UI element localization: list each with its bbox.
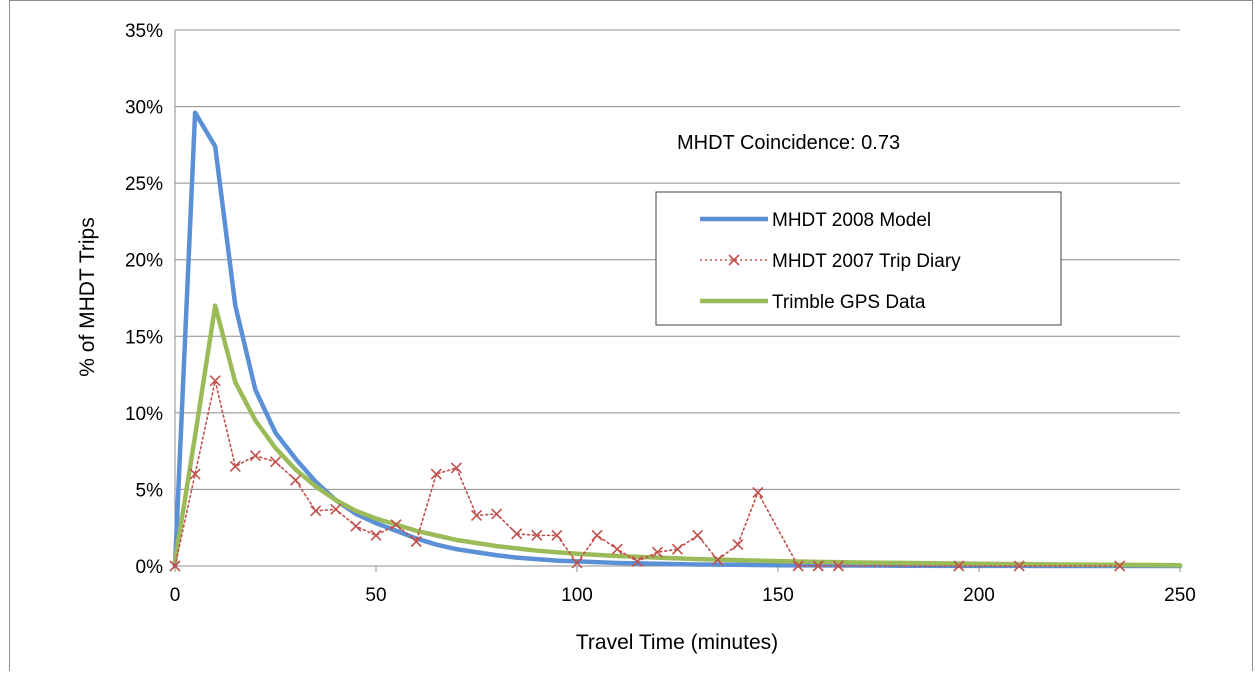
x-tick-label: 100 bbox=[561, 585, 593, 606]
series-line-mhdt-2007-trip-diary bbox=[174, 379, 1121, 567]
data-point-mhdt-2007-trip-diary bbox=[591, 529, 603, 541]
data-point-mhdt-2007-trip-diary bbox=[531, 529, 543, 541]
data-point-mhdt-2007-trip-diary bbox=[430, 468, 442, 480]
x-tick-label: 50 bbox=[365, 585, 386, 606]
data-point-mhdt-2007-trip-diary bbox=[390, 519, 402, 531]
data-point-mhdt-2007-trip-diary bbox=[269, 456, 282, 468]
x-axis-title: Travel Time (minutes) bbox=[576, 631, 778, 654]
y-tick-label: 10% bbox=[125, 404, 163, 425]
chart-frame bbox=[9, 0, 1253, 671]
x-tick-label: 200 bbox=[963, 585, 995, 606]
data-point-mhdt-2007-trip-diary bbox=[752, 486, 764, 499]
coincidence-annotation: MHDT Coincidence: 0.73 bbox=[677, 132, 900, 154]
data-point-mhdt-2007-trip-diary bbox=[450, 462, 462, 474]
series-line-trimble-gps-data bbox=[172, 303, 1183, 568]
tick-labels: 0% 5% 10% 15% 20% 25% 30% 35% 0 50 100 150 200 250 bbox=[125, 21, 1196, 606]
data-point-mhdt-2007-trip-diary bbox=[953, 560, 965, 572]
data-point-mhdt-2007-trip-diary bbox=[732, 538, 744, 551]
data-point-mhdt-2007-trip-diary bbox=[651, 546, 663, 558]
data-point-mhdt-2007-trip-diary bbox=[169, 560, 181, 572]
legend-item-trimble-gps-data: Trimble GPS Data bbox=[700, 292, 926, 313]
data-point-mhdt-2007-trip-diary bbox=[631, 555, 643, 567]
data-point-mhdt-2007-trip-diary bbox=[832, 560, 844, 572]
data-point-mhdt-2007-trip-diary bbox=[611, 543, 623, 555]
legend: MHDT 2008 Model MHDT 2007 Trip Diary Trimb… bbox=[655, 191, 1062, 326]
legend-item-mhdt-2008-model: MHDT 2008 Model bbox=[700, 210, 931, 231]
data-point-mhdt-2007-trip-diary bbox=[470, 509, 483, 522]
data-point-mhdt-2007-trip-diary bbox=[189, 468, 201, 480]
x-tick-label: 250 bbox=[1164, 585, 1196, 606]
y-tick-label: 30% bbox=[125, 98, 163, 119]
series-line-mhdt-2008-model bbox=[172, 110, 1183, 569]
y-tick-label: 0% bbox=[136, 557, 164, 578]
data-point-mhdt-2007-trip-diary bbox=[812, 560, 824, 572]
data-point-mhdt-2007-trip-diary bbox=[310, 505, 322, 517]
legend-item-mhdt-2007-trip-diary: MHDT 2007 Trip Diary bbox=[700, 251, 961, 272]
data-point-mhdt-2007-trip-diary bbox=[671, 543, 684, 555]
data-point-mhdt-2007-trip-diary bbox=[491, 508, 503, 520]
legend-marker-icon bbox=[728, 254, 740, 266]
data-point-mhdt-2007-trip-diary bbox=[511, 528, 523, 540]
y-tick-label: 15% bbox=[125, 327, 163, 348]
data-point-mhdt-2007-trip-diary bbox=[571, 557, 583, 569]
data-point-mhdt-2007-trip-diary bbox=[350, 520, 362, 532]
data-point-mhdt-2007-trip-diary bbox=[1013, 560, 1025, 572]
legend-label: Trimble GPS Data bbox=[772, 292, 926, 313]
y-tick-label: 35% bbox=[125, 21, 163, 42]
series-lines bbox=[169, 110, 1183, 572]
data-point-mhdt-2007-trip-diary bbox=[229, 460, 241, 473]
y-tick-label: 25% bbox=[125, 174, 163, 195]
data-point-mhdt-2007-trip-diary bbox=[712, 554, 724, 566]
data-point-mhdt-2007-trip-diary bbox=[1114, 560, 1126, 572]
x-tick-label: 0 bbox=[170, 585, 181, 606]
data-point-mhdt-2007-trip-diary bbox=[290, 474, 302, 486]
data-point-mhdt-2007-trip-diary bbox=[792, 560, 804, 572]
legend-label: MHDT 2007 Trip Diary bbox=[772, 251, 961, 272]
y-axis-title: % of MHDT Trips bbox=[76, 217, 99, 376]
data-point-mhdt-2007-trip-diary bbox=[410, 535, 422, 548]
data-point-mhdt-2007-trip-diary bbox=[330, 503, 342, 515]
legend-label: MHDT 2008 Model bbox=[772, 210, 931, 231]
data-point-mhdt-2007-trip-diary bbox=[551, 529, 563, 541]
data-point-mhdt-2007-trip-diary bbox=[370, 529, 382, 541]
x-tick-label: 150 bbox=[762, 585, 794, 606]
data-point-mhdt-2007-trip-diary bbox=[249, 450, 261, 462]
data-point-mhdt-2007-trip-diary bbox=[692, 529, 704, 541]
y-tick-label: 5% bbox=[136, 480, 164, 501]
y-tick-label: 20% bbox=[125, 251, 163, 272]
data-point-mhdt-2007-trip-diary bbox=[209, 375, 221, 387]
